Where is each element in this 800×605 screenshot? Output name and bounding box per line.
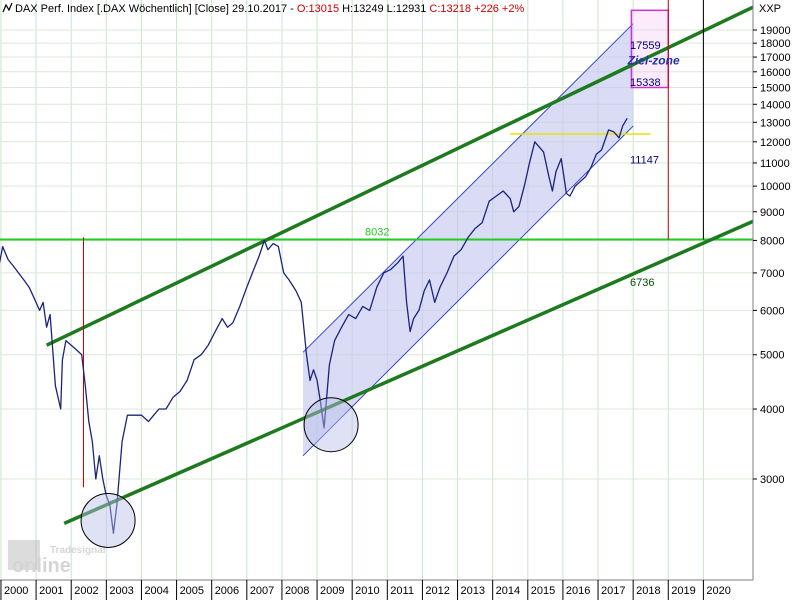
level-labels: 8032 17559 15338 11147 6736 Ziel-zone <box>365 40 680 289</box>
watermark-bottom: online <box>12 555 71 577</box>
x-tick-label: 2013 <box>461 585 485 597</box>
x-tick-label: 2002 <box>74 585 98 597</box>
y-tick-label: 5000 <box>760 350 784 362</box>
x-tick-label: 2007 <box>250 585 274 597</box>
x-tick-label: 2015 <box>531 585 555 597</box>
inner-channel-lower <box>302 125 634 457</box>
watermark-top: Tradesignal <box>50 545 106 556</box>
y-tick-label: 11000 <box>760 158 790 170</box>
y-axis: 3000 4000 5000 6000 7000 8000 9000 10000 11000 12… <box>753 25 791 486</box>
header-close: C:13218 +226 +2% <box>429 3 524 15</box>
level-label-15338: 15338 <box>630 77 661 89</box>
y-tick-label: 4000 <box>760 404 784 416</box>
y-tick-label: 16000 <box>760 67 791 79</box>
x-tick-label: 2017 <box>601 585 625 597</box>
tradesignal-watermark: Tradesignal online <box>8 540 106 577</box>
level-label-17559: 17559 <box>630 40 661 52</box>
x-tick-label: 2001 <box>39 585 63 597</box>
symbol-label: XXP <box>759 3 781 15</box>
x-axis: 2000 2001 2002 2003 2004 2005 2006 2007 2008 2009… <box>0 580 731 600</box>
x-tick-label: 2000 <box>4 585 28 597</box>
price-series <box>0 117 628 534</box>
x-tick-label: 2003 <box>109 585 133 597</box>
x-tick-label: 2008 <box>285 585 309 597</box>
y-tick-label: 15000 <box>760 83 791 95</box>
level-label-6736: 6736 <box>630 277 654 289</box>
levels <box>0 133 753 241</box>
y-tick-label: 12000 <box>760 137 791 149</box>
x-tick-label: 2016 <box>566 585 590 597</box>
outer-channel <box>45 4 757 525</box>
ziel-zone-label: Ziel-zone <box>627 54 680 68</box>
x-tick-label: 2009 <box>320 585 344 597</box>
header-high: H:13249 <box>342 3 384 15</box>
low-circle-1 <box>80 492 136 548</box>
y-axis-panel <box>753 0 800 600</box>
x-axis-panel <box>0 580 800 600</box>
x-tick-label: 2019 <box>671 585 695 597</box>
x-tick-label: 2010 <box>355 585 379 597</box>
chart-line-icon <box>2 2 13 13</box>
x-tick-label: 2011 <box>390 585 414 597</box>
outer-channel-upper <box>45 4 757 347</box>
y-tick-label: 17000 <box>760 52 791 64</box>
x-tick-label: 2020 <box>706 585 730 597</box>
x-tick-label: 2012 <box>425 585 449 597</box>
x-tick-label: 2014 <box>496 585 520 597</box>
vertical-markers <box>83 0 704 488</box>
y-tick-label: 9000 <box>760 207 784 219</box>
y-tick-label: 6000 <box>760 305 784 317</box>
y-tick-label: 7000 <box>760 268 784 280</box>
x-tick-label: 2018 <box>636 585 660 597</box>
y-tick-label: 8000 <box>760 235 784 247</box>
x-tick-label: 2005 <box>180 585 204 597</box>
y-tick-label: 18000 <box>760 38 791 50</box>
y-tick-label: 19000 <box>760 25 791 37</box>
header-title: DAX Perf. Index [.DAX Wöchentlich] [Clos… <box>15 3 297 15</box>
header-low: L:12931 <box>387 3 427 15</box>
outer-channel-lower <box>63 218 757 525</box>
level-label-8032: 8032 <box>365 226 389 238</box>
low-circle-2 <box>303 397 359 453</box>
x-tick-label: 2006 <box>215 585 239 597</box>
y-tick-label: 13000 <box>760 117 791 129</box>
dax-price-line <box>0 117 628 534</box>
inner-channel-upper <box>302 23 634 353</box>
svg-text:DAX Perf. Index [.DAX Wöchent: DAX Perf. Index [.DAX Wöchentlich] [Clos… <box>15 3 524 15</box>
y-tick-label: 3000 <box>760 474 784 486</box>
y-tick-label: 14000 <box>760 99 791 111</box>
header: DAX Perf. Index [.DAX Wöchentlich] [Clos… <box>2 2 524 15</box>
x-tick-label: 2004 <box>144 585 168 597</box>
y-tick-label: 10000 <box>760 181 791 193</box>
level-label-11147: 11147 <box>630 155 659 167</box>
low-markers <box>80 397 359 548</box>
header-open: O:13015 <box>297 3 339 15</box>
